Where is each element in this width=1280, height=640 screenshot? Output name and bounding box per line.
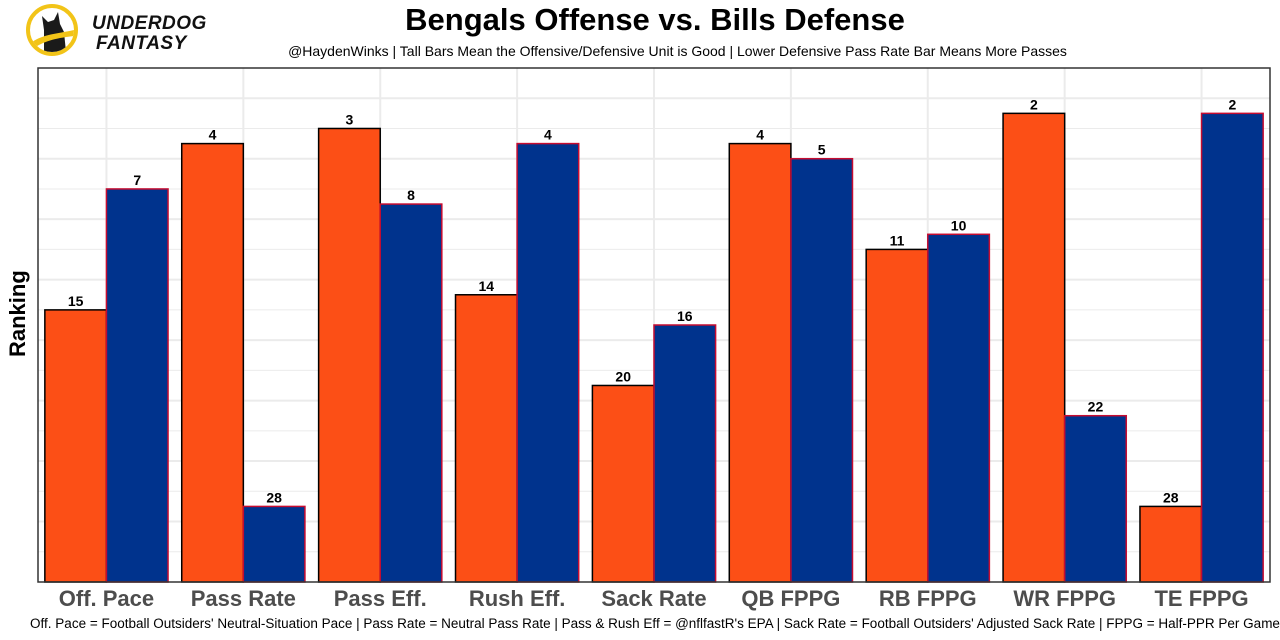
bar-value-label: 22 [1088,399,1104,415]
bar-value-label: 28 [1163,489,1179,505]
offense-bar [44,309,108,583]
x-tick-label: WR FPPG [1013,586,1116,611]
x-tick-label: Pass Rate [191,586,296,611]
chart-subtitle: @HaydenWinks | Tall Bars Mean the Offens… [288,43,1067,59]
underdog-fantasy-logo: UNDERDOG FANTASY [26,4,206,64]
x-tick-labels: Off. Pace Pass Rate Pass Eff. Rush Eff. Sack… [59,586,1249,611]
offense-bar [591,384,655,583]
bar-value-label: 11 [890,232,905,248]
bar-value-label: 2 [1030,96,1038,112]
offense-bar [454,294,518,583]
bar-value-label: 2 [1228,96,1236,112]
bar-value-label: 3 [346,111,354,127]
bar-value-label: 4 [209,127,217,143]
bar-value-label: 16 [677,308,693,324]
defense-bar [653,324,717,583]
offense-bar [180,142,245,583]
x-tick-label: QB FPPG [741,586,840,611]
plot-panel-border [37,67,1271,583]
x-tick-label: Off. Pace [59,586,154,611]
bar-value-label: 20 [615,368,631,384]
defense-bar [105,188,169,583]
x-tick-label: RB FPPG [879,586,977,611]
bar-value-label: 5 [818,142,826,158]
x-tick-label: Rush Eff. [469,586,566,611]
chart-title: Bengals Offense vs. Bills Defense [405,2,905,37]
x-tick-label: Sack Rate [601,586,706,611]
defense-bar [516,142,580,583]
offense-bar [865,248,929,583]
logo-wordmark: UNDERDOG FANTASY [92,14,207,54]
x-tick-label: TE FPPG [1154,586,1248,611]
defense-bar [1063,414,1128,583]
defense-bar [242,505,306,583]
bar-value-label: 4 [544,127,552,143]
bars [44,112,1264,583]
bar-value-label: 10 [951,217,967,233]
offense-bar [1139,505,1203,583]
x-tick-label: Pass Eff. [334,586,427,611]
underdog-dog-icon [26,4,78,56]
defense-bar [1200,112,1264,583]
offense-bar [317,127,381,583]
logo-line-2: FANTASY [96,33,187,54]
bar-value-label: 4 [756,127,764,143]
bar-value-label: 8 [407,187,415,203]
offense-bar [728,142,792,583]
logo-line-1: UNDERDOG [92,13,207,34]
offense-bar [1002,112,1066,583]
bar-value-label: 28 [266,489,282,505]
chart-caption: Off. Pace = Football Outsiders' Neutral-… [30,616,1280,631]
bar-value-label: 7 [133,172,141,188]
defense-bar [790,157,854,583]
defense-bar [927,233,991,583]
bar-value-label: 14 [479,278,495,294]
defense-bar [379,203,443,583]
bar-value-label: 15 [68,293,84,309]
